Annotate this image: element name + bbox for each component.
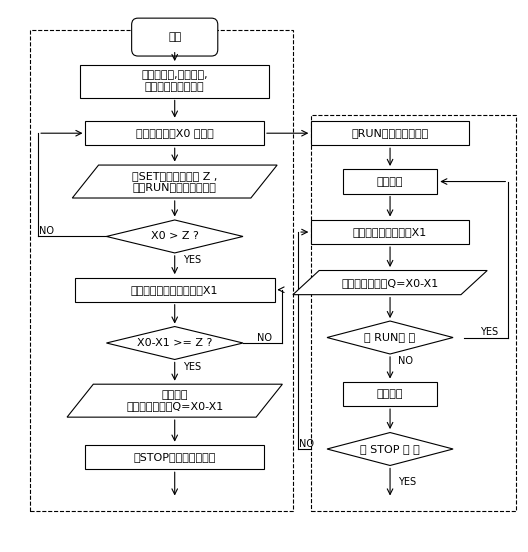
Text: NO: NO: [39, 226, 53, 236]
Bar: [312, 115, 516, 511]
Text: 实时称重，重量值为X1: 实时称重，重量值为X1: [353, 227, 427, 237]
Bar: [86, 445, 264, 469]
Text: NO: NO: [298, 438, 314, 449]
Bar: [343, 169, 437, 194]
Text: 程序初始化,读取参数,
读取存储的加注设置: 程序初始化,读取参数, 读取存储的加注设置: [142, 70, 208, 92]
Polygon shape: [107, 327, 243, 359]
Bar: [86, 121, 264, 145]
Text: YES: YES: [183, 362, 201, 371]
Text: 关闭阀门: 关闭阀门: [377, 389, 403, 399]
Text: X0-X1 >= Z ?: X0-X1 >= Z ?: [137, 338, 212, 348]
Bar: [312, 220, 469, 244]
Bar: [30, 30, 293, 511]
Text: 按STOP键退出完成加注: 按STOP键退出完成加注: [134, 452, 216, 462]
Text: NO: NO: [257, 332, 271, 342]
Text: YES: YES: [479, 327, 498, 337]
Text: 显示实际加注量Q=X0-X1: 显示实际加注量Q=X0-X1: [342, 278, 439, 288]
Text: X0 > Z ?: X0 > Z ?: [151, 231, 199, 241]
Text: 按 STOP 键 ？: 按 STOP 键 ？: [360, 444, 420, 454]
FancyBboxPatch shape: [131, 18, 218, 56]
Text: 打开阀门并实时称重值为X1: 打开阀门并实时称重值为X1: [131, 285, 219, 295]
Polygon shape: [67, 384, 282, 417]
Text: NO: NO: [398, 356, 413, 366]
Text: YES: YES: [398, 477, 416, 487]
Text: 按RUN键进行手动加注: 按RUN键进行手动加注: [352, 128, 429, 138]
Polygon shape: [327, 321, 453, 354]
Text: 称重初始值为X0 并显示: 称重初始值为X0 并显示: [136, 128, 214, 138]
Polygon shape: [72, 165, 277, 198]
Text: 按SET键设置加注量 Z ,
再按RUN键进行自动加注: 按SET键设置加注量 Z , 再按RUN键进行自动加注: [132, 171, 218, 192]
Bar: [343, 382, 437, 406]
Text: 按 RUN键 ？: 按 RUN键 ？: [364, 332, 416, 342]
Bar: [312, 121, 469, 145]
Text: 开始: 开始: [168, 32, 181, 42]
Text: 打开阀门: 打开阀门: [377, 177, 403, 187]
Polygon shape: [293, 270, 487, 295]
Polygon shape: [107, 220, 243, 253]
Bar: [75, 278, 275, 302]
Polygon shape: [327, 433, 453, 465]
Text: YES: YES: [183, 254, 201, 264]
Text: 关闭阀门
显示实际加注量Q=X0-X1: 关闭阀门 显示实际加注量Q=X0-X1: [126, 390, 223, 411]
Bar: [80, 65, 269, 98]
